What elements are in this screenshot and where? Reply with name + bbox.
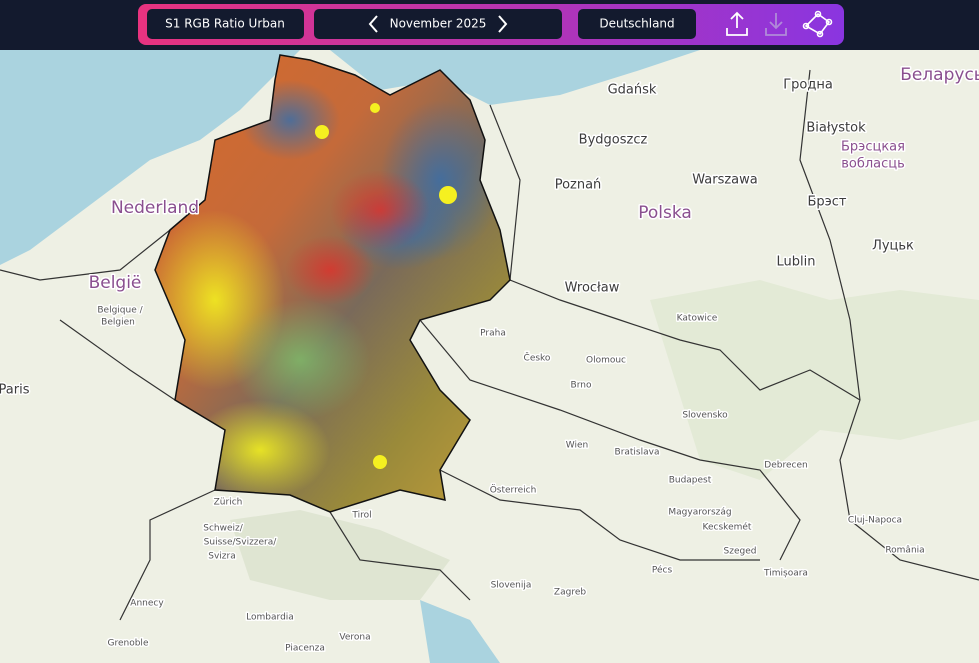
place-label: Wien [566, 441, 588, 451]
region-button-bg[interactable] [578, 9, 696, 39]
country-label: Polska [638, 203, 692, 223]
place-label: Луцьк [872, 239, 914, 254]
region-label: Belgien [101, 318, 135, 328]
polygon-icon[interactable] [802, 10, 833, 38]
layer-button[interactable]: S1 RGB Ratio Urban [147, 9, 304, 39]
upload-icon[interactable] [726, 11, 748, 36]
prev-period[interactable] [368, 15, 378, 33]
country-label: Svizra [208, 552, 235, 562]
place-label: Pécs [652, 565, 673, 576]
layer-button-bg[interactable] [147, 9, 304, 39]
country-label: Magyarország [668, 508, 731, 518]
north-sea [0, 50, 300, 265]
region-button[interactable]: Deutschland [578, 9, 696, 39]
place-label: Bratislava [615, 448, 660, 458]
map-labels: Gdańsk Bydgoszcz Białystok Poznań Warsza… [0, 64, 979, 656]
country-label: Schweiz/ [203, 524, 243, 534]
place-label: Warszawa [692, 173, 758, 188]
place-label: Budapest [669, 476, 712, 486]
region-label: Belgique / [97, 306, 143, 316]
borders [0, 69, 979, 621]
layer-name[interactable]: S1 RGB Ratio Urban [165, 17, 285, 31]
place-label: Timișoara [763, 569, 808, 579]
place-label: Gdańsk [608, 83, 657, 98]
country-label: Nederland [111, 198, 199, 218]
place-label: Brno [571, 381, 592, 391]
region-label: Lombardia [246, 613, 294, 623]
country-label: Österreich [490, 485, 537, 496]
place-label: Zürich [214, 498, 243, 508]
region-label: Брэсцкая [841, 140, 905, 155]
region-name[interactable]: Deutschland [599, 17, 674, 31]
place-label: Cluj-Napoca [848, 516, 902, 526]
period-label: November 2025 [390, 17, 487, 31]
place-label: Wrocław [565, 281, 620, 296]
place-label: Grenoble [108, 639, 149, 649]
country-label: Suisse/Svizzera/ [204, 538, 278, 548]
region-label: Tirol [351, 511, 371, 521]
place-label: Kecskemét [703, 522, 752, 533]
alps [230, 510, 450, 600]
place-label: Szeged [724, 547, 757, 557]
country-label: Беларусь [900, 65, 979, 85]
country-label: België [89, 273, 142, 293]
region-label: вобласць [841, 157, 905, 172]
place-label: Гродна [783, 78, 833, 93]
country-label: Česko [524, 352, 551, 364]
next-period[interactable] [498, 15, 508, 33]
place-label: Olomouc [586, 356, 626, 366]
terrain [650, 280, 979, 480]
place-label: Paris [0, 383, 30, 398]
place-label: Piacenza [285, 644, 325, 654]
place-label: Białystok [806, 121, 866, 136]
place-label: Lublin [777, 255, 816, 270]
adriatic-sea [420, 600, 500, 663]
place-label: Bydgoszcz [579, 133, 648, 148]
country-label: România [885, 546, 924, 556]
place-label: Verona [339, 633, 370, 643]
baltic-sea [330, 50, 700, 105]
place-label: Poznań [555, 178, 602, 193]
country-label: Slovenija [491, 581, 532, 591]
place-label: Praha [480, 329, 506, 339]
place-label: Annecy [130, 599, 164, 609]
country-label: Slovensko [682, 411, 728, 421]
place-label: Debrecen [764, 461, 807, 471]
place-label: Katowice [677, 314, 718, 324]
place-label: Zagreb [554, 588, 586, 598]
download-icon [765, 13, 787, 36]
place-label: Брэст [807, 195, 846, 210]
